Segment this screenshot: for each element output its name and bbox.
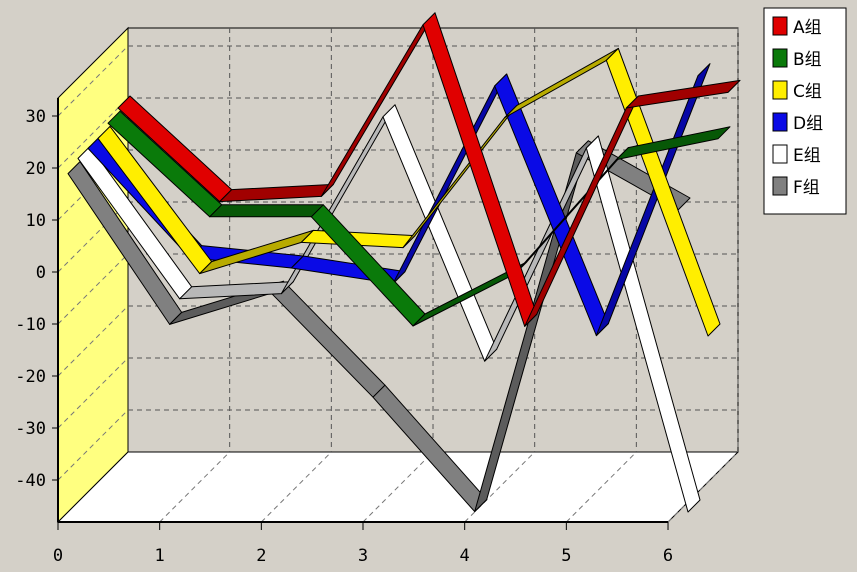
y-tick-label: -40 bbox=[15, 471, 46, 491]
series-1 bbox=[117, 12, 741, 327]
legend-swatch bbox=[772, 112, 788, 132]
gridline-left-wall bbox=[57, 253, 129, 325]
series-3 bbox=[97, 47, 721, 337]
gridline-left-wall bbox=[57, 97, 129, 169]
series-segment bbox=[585, 135, 701, 513]
legend-swatch bbox=[772, 48, 788, 68]
legend: A组 B组 C组 D组 E组 F组 bbox=[763, 7, 847, 215]
legend-label: A组 bbox=[793, 18, 822, 38]
gridline-floor bbox=[159, 451, 231, 523]
legend-label: D组 bbox=[793, 114, 823, 134]
gridline-left-wall bbox=[57, 45, 129, 117]
y-tick-label: -10 bbox=[15, 315, 46, 335]
gridline-left-wall bbox=[57, 201, 129, 273]
x-tick-label: 1 bbox=[155, 546, 165, 566]
y-tick-label: 30 bbox=[26, 107, 46, 127]
x-tick-label: 2 bbox=[256, 546, 266, 566]
gridline-floor bbox=[565, 451, 637, 523]
legend-label: B组 bbox=[793, 50, 822, 70]
gridline-floor bbox=[362, 451, 434, 523]
series-segment bbox=[605, 47, 721, 337]
series-4 bbox=[87, 63, 711, 337]
legend-item: A组 bbox=[772, 16, 822, 38]
gridline-floor bbox=[667, 451, 739, 523]
gridline-floor bbox=[260, 451, 332, 523]
left-wall bbox=[57, 26, 129, 524]
axis-layer: 30 20 10 0 -10 -20 -30 -40 0 1 2 3 4 5 6 bbox=[15, 107, 673, 566]
legend-label: C组 bbox=[793, 82, 822, 102]
series-segment bbox=[615, 126, 731, 161]
gridline-left-wall bbox=[57, 305, 129, 377]
x-tick-label: 6 bbox=[663, 546, 673, 566]
y-tick-label: -20 bbox=[15, 367, 46, 387]
gridline-left-wall bbox=[57, 409, 129, 481]
legend-item: E组 bbox=[772, 144, 821, 166]
legend-swatch bbox=[772, 80, 788, 100]
y-tick-label: 20 bbox=[26, 159, 46, 179]
legend-item: B组 bbox=[772, 48, 822, 70]
gridline-left-wall bbox=[57, 357, 129, 429]
legend-swatch bbox=[772, 144, 788, 164]
legend-item: F组 bbox=[772, 176, 820, 198]
series-layer bbox=[67, 12, 741, 513]
legend-label: E组 bbox=[793, 146, 821, 166]
y-tick-label: -30 bbox=[15, 419, 46, 439]
series-segment bbox=[625, 79, 741, 109]
legend-label: F组 bbox=[793, 178, 820, 198]
legend-item: C组 bbox=[772, 80, 822, 102]
y-tick-label: 0 bbox=[36, 263, 46, 283]
series-segment bbox=[209, 204, 324, 218]
legend-swatch bbox=[772, 176, 788, 196]
legend-item: D组 bbox=[772, 112, 823, 134]
x-tick-label: 0 bbox=[53, 546, 63, 566]
series-segment bbox=[595, 63, 711, 337]
gridline-floor bbox=[464, 451, 536, 523]
legend-swatch bbox=[772, 16, 788, 36]
x-tick-label: 5 bbox=[561, 546, 571, 566]
y-tick-label: 10 bbox=[26, 211, 46, 231]
x-tick-label: 4 bbox=[460, 546, 470, 566]
x-tick-label: 3 bbox=[358, 546, 368, 566]
